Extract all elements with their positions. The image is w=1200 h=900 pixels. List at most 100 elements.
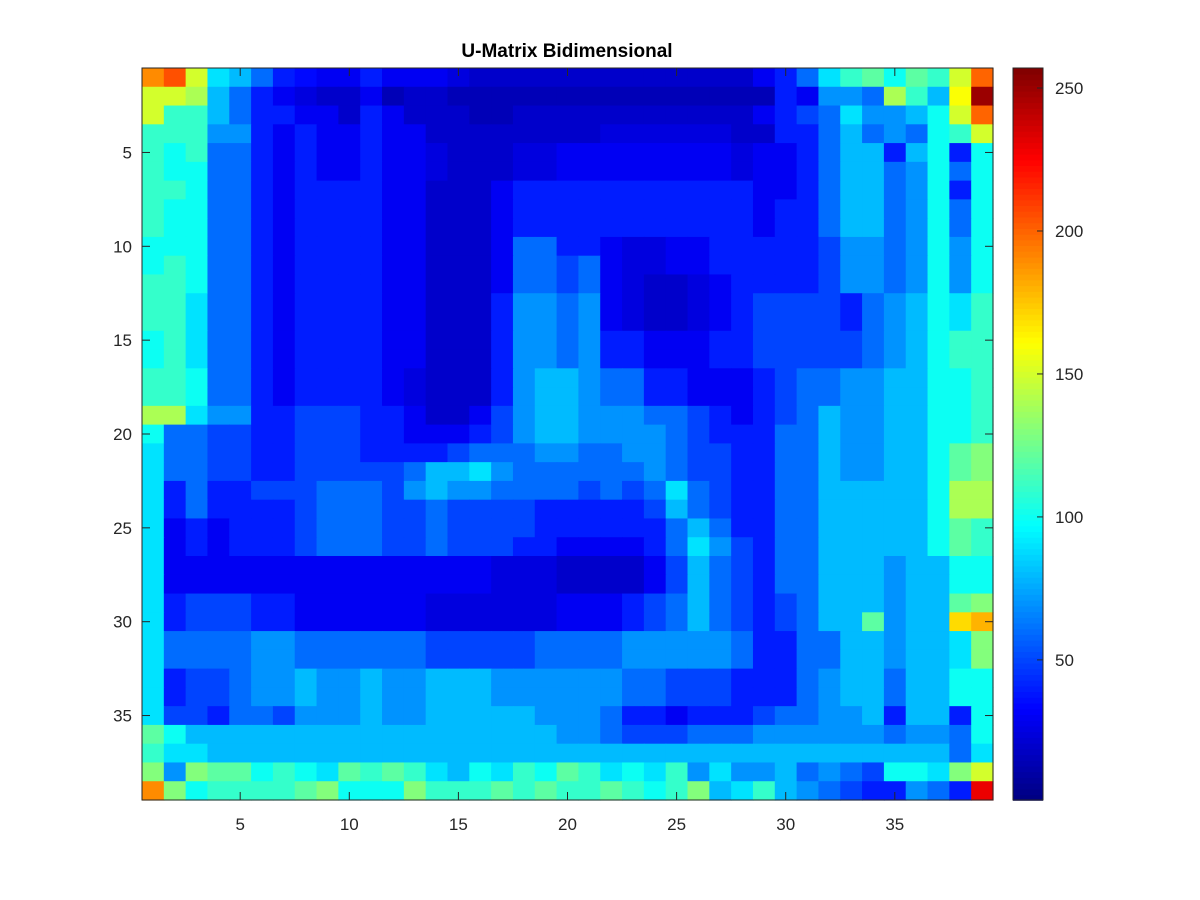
heatmap-cell	[272, 405, 296, 426]
colorbar-band	[1013, 285, 1043, 292]
heatmap-cell	[556, 405, 580, 426]
heatmap-cell	[687, 631, 710, 651]
heatmap-cell	[207, 312, 230, 332]
heatmap-cell	[622, 668, 645, 688]
heatmap-cell	[578, 668, 601, 688]
colorbar-tick-label: 50	[1055, 651, 1074, 670]
heatmap-cell	[469, 556, 492, 576]
heatmap-cell	[600, 631, 623, 651]
heatmap-cell	[556, 387, 580, 407]
colorbar-band	[1013, 365, 1043, 372]
heatmap-cell	[229, 762, 252, 782]
heatmap-cell	[709, 330, 732, 351]
heatmap-cell	[360, 180, 383, 200]
heatmap-cell	[971, 236, 994, 257]
heatmap-cell	[687, 161, 710, 182]
heatmap-cell	[600, 368, 623, 388]
colorbar-band	[1013, 554, 1043, 561]
heatmap-cell	[643, 312, 667, 332]
heatmap-cell	[185, 236, 209, 257]
heatmap-cell	[687, 86, 710, 107]
heatmap-cell	[316, 668, 339, 688]
heatmap-cell	[403, 537, 427, 557]
heatmap-cell	[949, 593, 972, 613]
colorbar-band	[1013, 159, 1043, 167]
heatmap-cell	[687, 105, 710, 125]
heatmap-cell	[272, 480, 296, 501]
colorbar-band	[1013, 268, 1043, 275]
heatmap-cell	[491, 405, 514, 426]
heatmap-cell	[774, 762, 798, 782]
heatmap-cell	[927, 330, 950, 351]
heatmap-cell	[142, 762, 165, 782]
heatmap-cell	[774, 480, 798, 501]
colorbar-band	[1013, 302, 1043, 309]
heatmap-cell	[840, 556, 863, 576]
heatmap-cell	[229, 781, 252, 801]
heatmap-cell	[512, 499, 536, 520]
heatmap-cell	[251, 593, 274, 613]
colorbar-band	[1013, 445, 1043, 452]
heatmap-cell	[731, 368, 754, 388]
heatmap-cell	[556, 330, 580, 351]
heatmap-cell	[840, 612, 863, 632]
heatmap-cell	[251, 424, 274, 444]
heatmap-cell	[643, 68, 667, 88]
heatmap-cell	[316, 706, 339, 726]
heatmap-cell	[752, 631, 776, 651]
heatmap-cell	[447, 781, 470, 801]
heatmap-cell	[862, 574, 885, 595]
heatmap-cell	[425, 105, 449, 125]
heatmap-cell	[862, 330, 885, 351]
heatmap-cell	[774, 743, 798, 764]
heatmap-cell	[251, 405, 274, 426]
heatmap-cell	[556, 574, 580, 595]
heatmap-cell	[272, 556, 296, 576]
heatmap-cell	[272, 236, 296, 257]
heatmap-cell	[185, 480, 209, 501]
heatmap-cell	[272, 387, 296, 407]
heatmap-cell	[360, 387, 383, 407]
heatmap-cell	[643, 274, 667, 294]
heatmap-cell	[774, 724, 798, 745]
heatmap-cell	[949, 724, 972, 745]
heatmap-cell	[905, 574, 929, 595]
heatmap-cell	[403, 631, 427, 651]
colorbar-band	[1013, 262, 1043, 269]
heatmap-cell	[251, 687, 274, 707]
heatmap-cell	[709, 556, 732, 576]
heatmap-cell	[949, 574, 972, 595]
heatmap-cell	[207, 68, 230, 88]
colorbar-band	[1013, 291, 1043, 298]
heatmap-cell	[163, 443, 187, 463]
heatmap-cell	[905, 424, 929, 444]
heatmap-cell	[796, 706, 820, 726]
heatmap-cell	[883, 631, 907, 651]
heatmap-cell	[556, 236, 580, 257]
heatmap-cell	[927, 68, 950, 88]
colorbar-frame	[1012, 67, 1044, 801]
heatmap-cell	[163, 781, 187, 801]
heatmap-cell	[207, 255, 230, 276]
heatmap-cell	[905, 443, 929, 463]
heatmap-cell	[883, 593, 907, 613]
heatmap-cell	[687, 499, 710, 520]
heatmap-cell	[862, 724, 885, 745]
heatmap-cell	[687, 218, 710, 238]
heatmap-cell	[818, 687, 841, 707]
heatmap-cell	[949, 86, 972, 107]
heatmap-cell	[665, 312, 689, 332]
heatmap-cell	[731, 480, 754, 501]
heatmap-cell	[927, 274, 950, 294]
heatmap-cell	[185, 293, 209, 313]
colorbar-band	[1013, 182, 1043, 189]
heatmap-cell	[534, 236, 558, 257]
heatmap-cell	[731, 387, 754, 407]
colorbar-band	[1013, 514, 1043, 521]
colorbar-band	[1013, 599, 1043, 607]
heatmap-cell	[971, 387, 994, 407]
heatmap-cell	[752, 105, 776, 125]
heatmap-cell	[425, 180, 449, 200]
heatmap-cell	[774, 781, 798, 801]
heatmap-cell	[927, 574, 950, 595]
